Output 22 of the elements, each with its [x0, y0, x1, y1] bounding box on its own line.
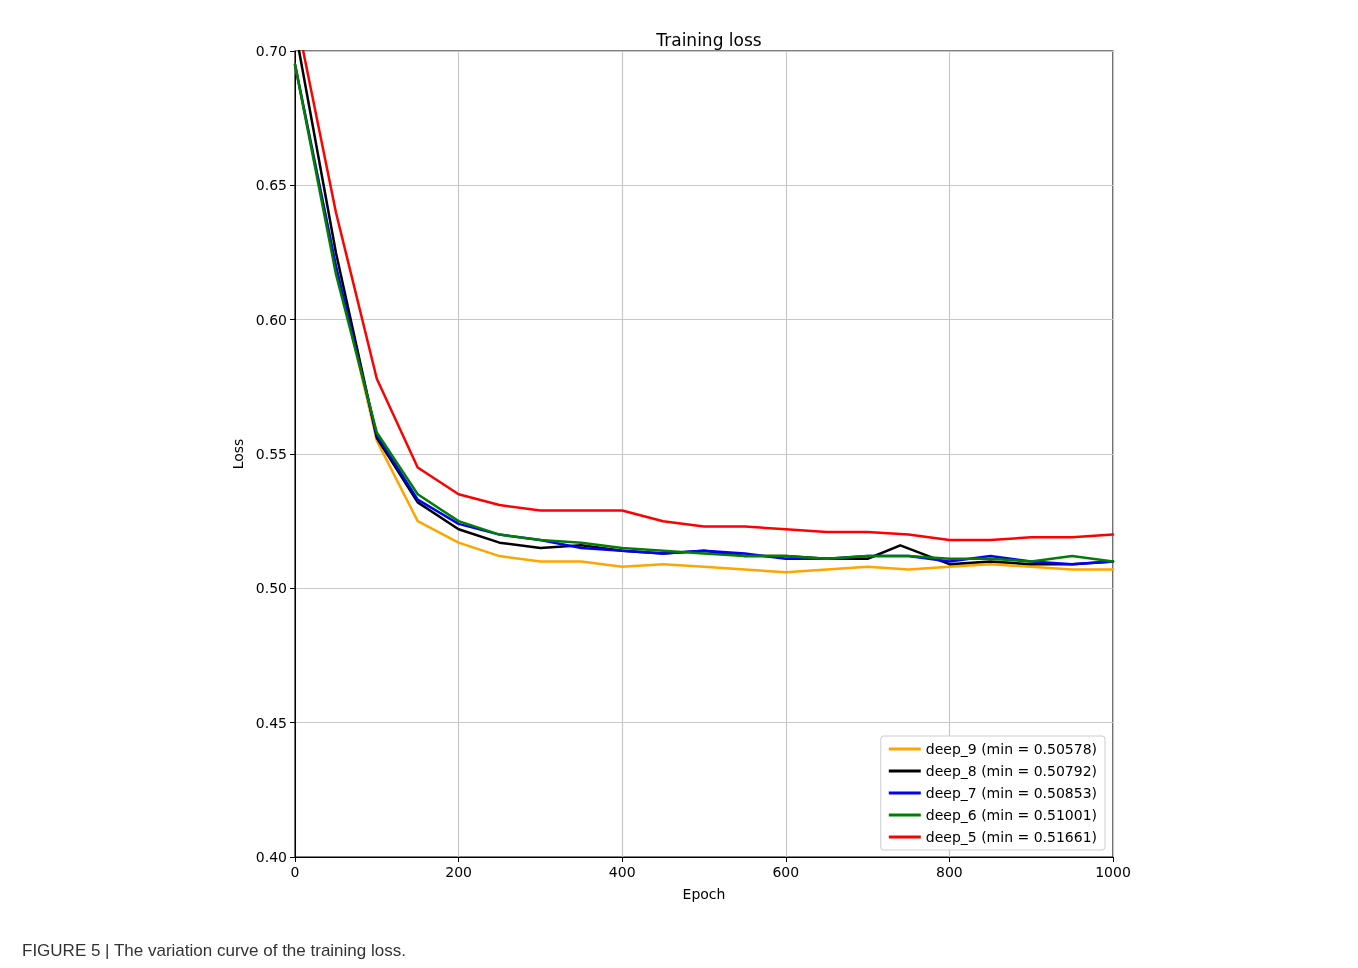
legend-label: deep_7 (min = 0.50853): [925, 785, 1098, 801]
legend-label: deep_5 (min = 0.51661): [925, 829, 1098, 845]
x-tick-label: 600: [772, 864, 800, 880]
chart-title: Training loss: [655, 29, 762, 50]
y-tick-label: 0.45: [255, 714, 287, 731]
legend-label: deep_6 (min = 0.51001): [925, 807, 1098, 823]
y-tick-label: 0.40: [255, 849, 287, 865]
x-tick-label: 800: [936, 864, 963, 880]
legend-label: deep_8 (min = 0.50792): [925, 763, 1098, 779]
x-tick-label: 400: [608, 864, 636, 880]
y-tick-label: 0.60: [255, 311, 287, 328]
y-tick-label: 0.65: [255, 177, 287, 194]
legend-label: deep_9 (min = 0.50578): [925, 741, 1098, 757]
x-tick-label: 1000: [1095, 864, 1131, 880]
y-tick-label: 0.50: [255, 580, 287, 597]
y-tick-label: 0.55: [255, 446, 287, 462]
x-axis-title: Epoch: [682, 886, 726, 902]
x-tick-label: 0: [290, 864, 300, 880]
caption: FIGURE 5 | The variation curve of the training loss.: [22, 941, 406, 960]
x-tick-label: 200: [445, 864, 472, 880]
y-tick-label: 0.70: [255, 43, 287, 59]
y-axis-title: Loss: [229, 438, 246, 470]
